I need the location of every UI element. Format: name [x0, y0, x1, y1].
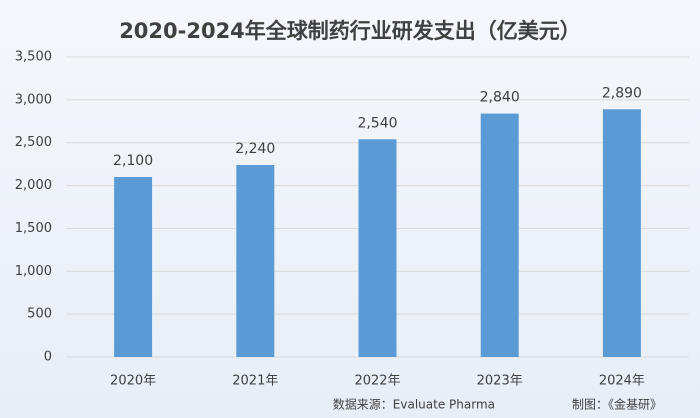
value-label: 2,240 — [235, 141, 275, 157]
x-tick-label: 2022年 — [354, 374, 400, 389]
value-label: 2,540 — [357, 115, 397, 131]
source-note: 数据来源：Evaluate Pharma — [333, 397, 495, 412]
value-label: 2,890 — [602, 85, 642, 101]
value-label: 2,840 — [480, 90, 520, 106]
bar — [358, 139, 397, 357]
y-tick-label: 2,000 — [15, 178, 52, 193]
bar — [480, 113, 519, 357]
y-tick-label: 500 — [27, 307, 52, 322]
y-tick-label: 0 — [44, 350, 52, 365]
y-tick-label: 1,500 — [15, 221, 52, 236]
x-tick-label: 2024年 — [599, 374, 645, 389]
credit-note: 制图：《金基研》 — [572, 397, 662, 412]
value-label: 2,100 — [113, 153, 153, 169]
bar — [602, 109, 641, 358]
y-tick-label: 2,500 — [15, 135, 52, 150]
y-tick-label: 1,000 — [15, 264, 52, 279]
y-tick-label: 3,500 — [15, 50, 52, 65]
bar — [236, 165, 275, 357]
bar — [114, 177, 153, 357]
x-tick-label: 2023年 — [477, 374, 523, 389]
y-tick-label: 3,000 — [15, 92, 52, 107]
chart-title: 2020-2024年全球制药行业研发支出（亿美元） — [119, 19, 581, 43]
x-tick-label: 2021年 — [232, 374, 278, 389]
x-tick-label: 2020年 — [110, 374, 156, 389]
